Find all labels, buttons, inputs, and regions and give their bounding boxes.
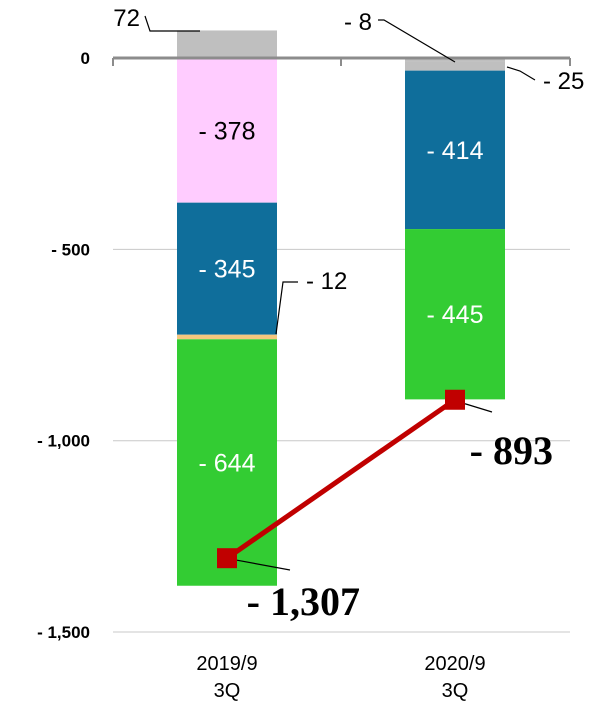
- y-axis-ticks: 0 - 500 - 1,000 - 1,500: [37, 49, 90, 642]
- segment-label: - 414: [427, 137, 484, 165]
- bar-segment: [177, 339, 277, 586]
- callout-label: - 8: [344, 9, 372, 36]
- y-tick-label: - 1,500: [37, 623, 90, 642]
- zero-axis: [112, 56, 571, 66]
- segment-label: - 445: [427, 301, 484, 329]
- total-marker: [217, 548, 237, 569]
- y-tick-label: - 1,000: [37, 432, 90, 451]
- callout-label: - 12: [306, 268, 347, 295]
- total-connector-line: [225, 397, 457, 561]
- x-tick-label: 2020/9 3Q: [424, 653, 485, 702]
- callout-leader: [378, 19, 456, 63]
- bar-segment: [405, 70, 505, 230]
- callout-labels: 72 - 8 - 25 - 12: [113, 5, 584, 335]
- total-label: - 893: [470, 428, 553, 473]
- y-tick-label: 0: [81, 49, 90, 68]
- total-line: - 1,307 - 893: [217, 389, 553, 624]
- total-leader: [464, 403, 493, 413]
- x-axis-ticks: 2019/9 3Q 2020/9 3Q: [196, 653, 485, 702]
- y-tick-label: - 500: [51, 240, 90, 259]
- bar-segment: [405, 58, 505, 62]
- x-tick-line: 2019/9: [196, 653, 257, 675]
- callout-label: - 25: [543, 68, 584, 95]
- total-marker: [445, 389, 465, 410]
- x-tick-line: 3Q: [442, 680, 469, 702]
- bar-segment: [177, 30, 277, 58]
- segment-labels: - 378 - 345 - 414 - 644 - 445: [199, 117, 484, 477]
- callout-leader: [506, 66, 536, 81]
- segment-label: - 378: [199, 117, 256, 145]
- bar-segment: [177, 334, 277, 340]
- callout-label: 72: [113, 5, 140, 32]
- bar-segment: [405, 61, 505, 71]
- bar-segment: [177, 58, 277, 203]
- total-label: - 1,307: [247, 579, 360, 624]
- x-tick-label: 2019/9 3Q: [196, 653, 257, 702]
- total-leader: [236, 559, 291, 571]
- x-tick-line: 3Q: [214, 680, 241, 702]
- x-tick-line: 2020/9: [424, 653, 485, 675]
- segment-label: - 345: [199, 256, 256, 284]
- bar-segment: [405, 229, 505, 400]
- bar-segments: [177, 30, 505, 586]
- callout-leader: [275, 281, 298, 335]
- segment-label: - 644: [199, 450, 256, 478]
- callout-leader: [144, 15, 200, 32]
- bar-segment: [177, 202, 277, 335]
